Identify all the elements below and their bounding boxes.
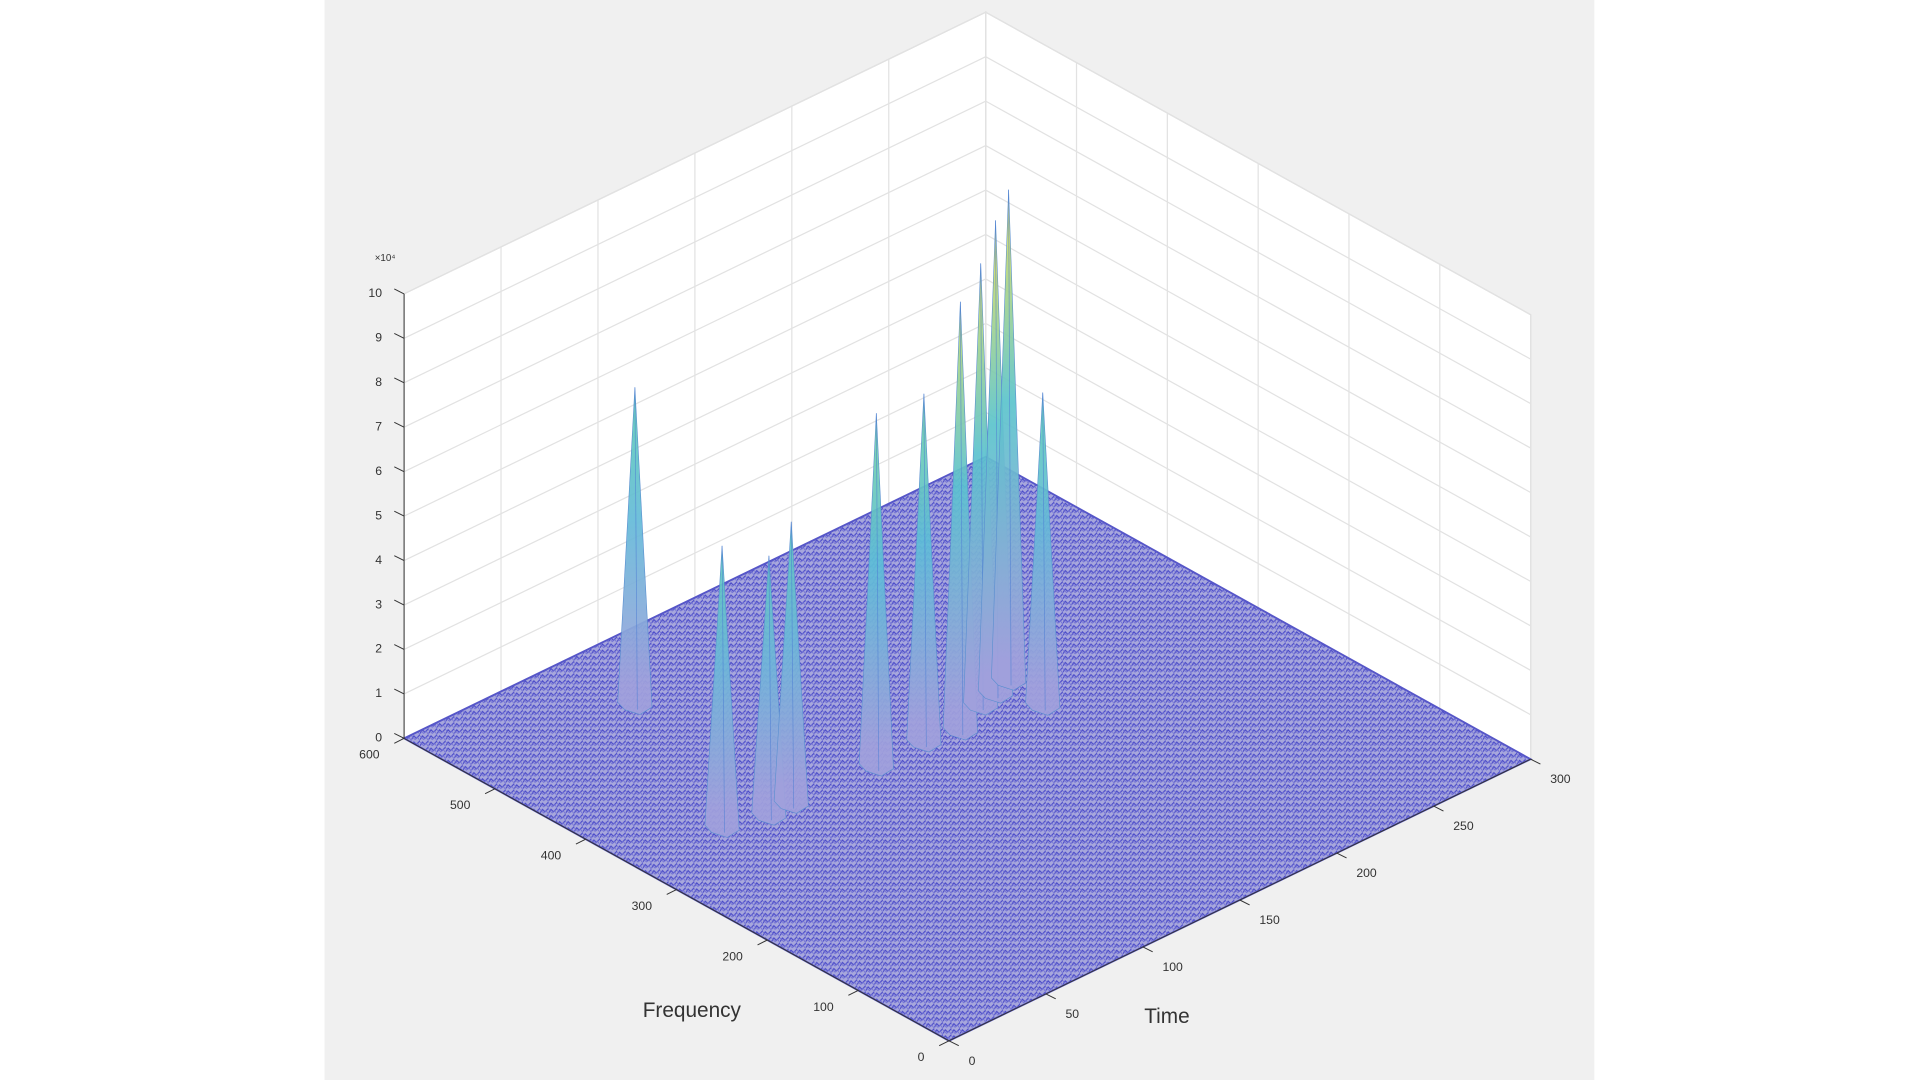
x-tick	[757, 939, 768, 946]
y-tick	[1239, 899, 1250, 906]
z-tick-label: 9	[375, 331, 382, 345]
peak	[617, 387, 653, 715]
z-tick-label: 3	[375, 597, 382, 611]
z-tick-label: 8	[375, 375, 382, 389]
z-tick	[394, 421, 405, 428]
z-tick-label: 5	[375, 508, 382, 522]
y-tick-label: 100	[1162, 960, 1183, 974]
z-tick-label: 10	[368, 286, 382, 300]
peak-ridge	[1008, 189, 1012, 686]
peak-ridge	[721, 545, 725, 833]
z-tick-label: 6	[375, 464, 382, 478]
peak-ridge	[875, 413, 880, 772]
z-multiplier: ×10⁴	[375, 253, 396, 264]
x-tick-label: 600	[359, 748, 380, 762]
x-tick	[575, 838, 586, 845]
peak	[704, 545, 740, 838]
z-tick-label: 7	[375, 419, 382, 433]
y-axis-title: Time	[1144, 1005, 1189, 1028]
walls	[403, 11, 1532, 1042]
x-tick	[484, 788, 496, 795]
z-tick	[394, 555, 405, 562]
x-tick-label: 500	[450, 798, 471, 812]
z-tick	[394, 733, 405, 739]
z-tick-label: 0	[375, 731, 382, 745]
y-tick-label: 200	[1356, 866, 1377, 880]
x-axis-title: Frequency	[643, 999, 742, 1022]
peak	[1025, 392, 1061, 716]
peak	[858, 413, 894, 777]
axes: 0 100 200 300 400 500 600 0 50 100 150 200 250 300 0 1 2…	[359, 286, 1571, 1068]
z-tick-label: 2	[375, 642, 382, 656]
x-tick	[848, 989, 859, 996]
y-tick	[1433, 805, 1444, 812]
x-tick-label: 200	[722, 949, 743, 963]
z-tick	[394, 644, 405, 650]
z-tick	[394, 688, 405, 695]
peak	[906, 393, 942, 753]
y-tick-label: 50	[1066, 1007, 1080, 1021]
x-tick-label: 300	[632, 899, 653, 913]
y-tick	[1336, 852, 1347, 859]
x-tick	[938, 1040, 950, 1047]
peak-ridge	[790, 521, 795, 809]
y-tick-label: 150	[1259, 913, 1280, 927]
z-tick	[394, 288, 405, 295]
y-tick-label: 0	[969, 1054, 976, 1068]
peak-ridge	[768, 555, 772, 821]
peak-ridge	[959, 301, 964, 736]
peak	[773, 521, 809, 814]
y-tick	[1530, 758, 1541, 765]
peak-ridge	[1042, 392, 1046, 711]
y-tick	[1045, 993, 1056, 1000]
z-tick-label: 4	[375, 553, 382, 567]
y-tick-label: 300	[1550, 772, 1571, 786]
x-tick	[394, 737, 405, 744]
z-tick	[394, 466, 405, 473]
x-tick-label: 0	[918, 1050, 925, 1064]
peak-ridge	[634, 387, 638, 710]
x-tick-label: 100	[813, 1000, 834, 1014]
x-tick-label: 400	[541, 849, 562, 863]
y-tick	[948, 1040, 959, 1047]
z-tick	[394, 377, 405, 384]
peak	[991, 189, 1027, 691]
y-tick	[1142, 946, 1153, 953]
z-tick-label: 1	[375, 686, 382, 700]
z-tick	[394, 332, 405, 339]
peaks	[617, 189, 1061, 838]
x-tick	[666, 889, 677, 895]
peak-ridge	[923, 393, 927, 748]
y-tick-label: 250	[1453, 819, 1474, 833]
z-tick	[394, 510, 405, 517]
z-tick	[394, 599, 405, 606]
